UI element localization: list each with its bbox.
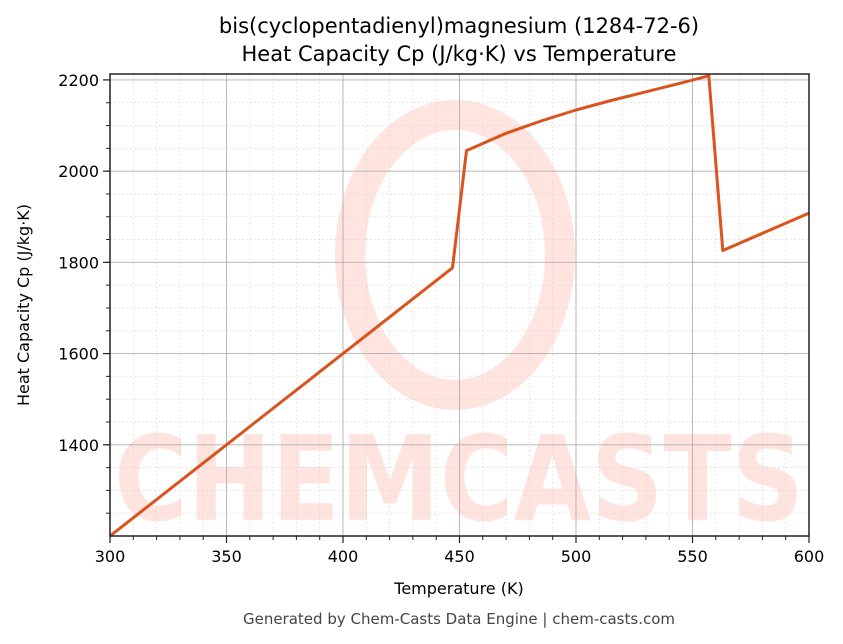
chart-subtitle: Heat Capacity Cp (J/kg·K) vs Temperature	[242, 42, 677, 66]
y-axis-label: Heat Capacity Cp (J/kg·K)	[14, 204, 33, 406]
x-tick-label: 450	[444, 547, 475, 566]
x-tick-label: 600	[794, 547, 825, 566]
chart-title: bis(cyclopentadienyl)magnesium (1284-72-…	[219, 14, 699, 38]
x-tick-label: 300	[95, 547, 126, 566]
major-grid	[109, 74, 810, 536]
x-axis-ticks: 300 350 400 450 500 550 600	[95, 536, 825, 566]
x-tick-label: 500	[561, 547, 592, 566]
y-tick-label: 2000	[58, 162, 99, 181]
y-axis-ticks: 1400 1600 1800 2000 2200	[58, 71, 110, 514]
x-tick-label: 350	[211, 547, 242, 566]
cp-line	[109, 74, 810, 538]
y-tick-label: 1600	[58, 345, 99, 364]
x-tick-label: 550	[677, 547, 708, 566]
x-tick-label: 400	[328, 547, 359, 566]
watermark: CHEMCASTS	[114, 100, 804, 548]
y-tick-label: 1800	[58, 253, 99, 272]
y-tick-label: 1400	[58, 436, 99, 455]
y-tick-label: 2200	[58, 71, 99, 90]
footer-credit: Generated by Chem-Casts Data Engine | ch…	[243, 610, 675, 628]
x-axis-label: Temperature (K)	[393, 579, 523, 598]
watermark-text: CHEMCASTS	[114, 410, 804, 548]
